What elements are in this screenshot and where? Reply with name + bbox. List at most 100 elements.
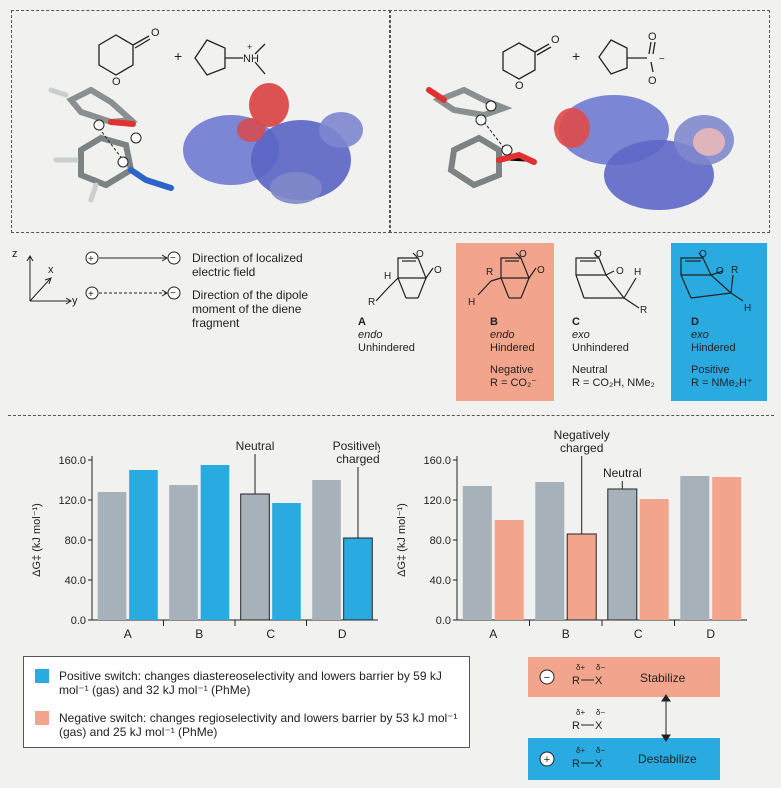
svg-text:O: O bbox=[594, 249, 602, 260]
section-divider bbox=[8, 415, 774, 416]
amine-nh-label: NH bbox=[243, 53, 259, 65]
bar-grey bbox=[312, 480, 341, 620]
delta-minus: δ− bbox=[596, 708, 605, 717]
bar-chart-negative: 0.0 40.0 80.0 120.0 160.0 ΔG‡ (kJ mol⁻¹) A B C D N… bbox=[396, 428, 747, 641]
stabilize-label: Stabilize bbox=[640, 671, 686, 685]
plus-sign: + bbox=[572, 48, 580, 64]
isomer-letter: D bbox=[691, 316, 699, 328]
y-tick-label: 80.0 bbox=[65, 535, 86, 547]
bar-colored bbox=[129, 470, 158, 620]
y-tick-label: 40.0 bbox=[430, 575, 451, 587]
axis-x-label: x bbox=[48, 264, 54, 276]
x-atom: X bbox=[595, 675, 603, 687]
x-tick-label: C bbox=[266, 627, 275, 641]
carboxylate-charge: − bbox=[659, 54, 665, 65]
right-molecular-figure: O O + O O − bbox=[426, 31, 734, 210]
minus-charge: − bbox=[544, 672, 550, 684]
x-tick-label: D bbox=[338, 627, 347, 641]
x-tick-label: B bbox=[195, 627, 203, 641]
destabilize-label: Destabilize bbox=[638, 752, 697, 766]
x-atom: X bbox=[595, 720, 603, 732]
bar-grey bbox=[680, 476, 710, 620]
bar-grey bbox=[97, 492, 127, 620]
isomer-r-group: R = CO₂H, NMe₂ bbox=[572, 377, 655, 389]
y-tick-label: 120.0 bbox=[423, 495, 451, 507]
delta-plus: δ+ bbox=[576, 746, 585, 755]
y-tick-label: 80.0 bbox=[430, 535, 451, 547]
bar-grey bbox=[535, 482, 565, 620]
svg-text:O: O bbox=[616, 266, 624, 277]
annotation-label: Positively bbox=[333, 439, 380, 453]
svg-text:H: H bbox=[384, 271, 391, 282]
cyclopentene-carboxylate-structure bbox=[598, 39, 656, 75]
delta-plus: δ+ bbox=[576, 708, 585, 717]
bar-colored bbox=[494, 520, 524, 620]
delta-minus: δ− bbox=[596, 663, 605, 672]
stabilize-box bbox=[528, 657, 720, 697]
ring-o-label: O bbox=[515, 80, 524, 92]
svg-text:O: O bbox=[434, 265, 442, 276]
left-molecular-figure: O O + NH + bbox=[48, 27, 363, 204]
isomer-charge: Neutral bbox=[572, 364, 608, 376]
isomer-c-structure: O O H R bbox=[575, 249, 647, 316]
svg-text:H: H bbox=[468, 297, 475, 308]
amine-charge-label: + bbox=[247, 42, 252, 52]
dipole-direction-label: Direction of the dipole moment of the di… bbox=[192, 288, 309, 330]
plus-charge: + bbox=[544, 754, 550, 766]
electrostatic-potential-surface bbox=[183, 83, 363, 204]
svg-text:O: O bbox=[537, 265, 545, 276]
bar-grey bbox=[462, 486, 492, 620]
bar-grey bbox=[240, 493, 270, 621]
bar-colored bbox=[639, 499, 669, 620]
y-axis-label: ΔG‡ (kJ mol⁻¹) bbox=[396, 503, 408, 577]
delta-plus: δ+ bbox=[576, 663, 585, 672]
isomer-type: exo bbox=[572, 329, 590, 341]
isomer-card-c: O O H R C exo Unhindered Neutral R = CO₂H,… bbox=[554, 243, 660, 401]
y-tick-label: 160.0 bbox=[423, 455, 451, 467]
svg-text:+: + bbox=[88, 254, 94, 265]
isomer-type: endo bbox=[490, 329, 515, 341]
bar-colored bbox=[343, 537, 373, 621]
svg-text:−: − bbox=[170, 253, 176, 264]
x-tick-label: C bbox=[634, 627, 643, 641]
transition-state-stick-model bbox=[426, 86, 537, 189]
cyclopentene-amine-structure bbox=[194, 39, 266, 76]
isomer-letter: B bbox=[490, 316, 498, 328]
svg-text:R: R bbox=[640, 305, 647, 316]
annotation-label: Negatively bbox=[554, 428, 610, 442]
bar-grey bbox=[607, 488, 638, 621]
y-tick-label: 40.0 bbox=[65, 575, 86, 587]
negative-switch-text: Negative switch: changes regioselectivit… bbox=[59, 711, 458, 739]
isomer-type: exo bbox=[691, 329, 709, 341]
dipole-arrow bbox=[483, 121, 505, 149]
y-tick-label: 0.0 bbox=[71, 615, 86, 627]
x-tick-label: D bbox=[706, 627, 715, 641]
left-structure-panel bbox=[11, 10, 391, 233]
svg-text:O: O bbox=[716, 266, 724, 277]
isomer-steric: Unhindered bbox=[358, 342, 415, 354]
svg-text:R: R bbox=[731, 265, 738, 276]
svg-text:O: O bbox=[699, 249, 707, 260]
isomer-charge: Negative bbox=[490, 364, 534, 376]
destabilize-box bbox=[528, 738, 720, 780]
y-tick-label: 160.0 bbox=[58, 455, 86, 467]
isomer-a-structure: OO H R bbox=[368, 249, 442, 308]
svg-text:−: − bbox=[170, 288, 176, 299]
bar-chart-positive: 0.0 40.0 80.0 120.0 160.0 ΔG‡ (kJ mol⁻¹) A B C D N… bbox=[31, 439, 380, 641]
isomer-b-structure: OO R H bbox=[468, 249, 545, 308]
carbonyl-o-label: O bbox=[151, 27, 160, 39]
carboxylate-o1-label: O bbox=[648, 31, 657, 43]
bar-colored bbox=[566, 533, 597, 621]
bar-grey bbox=[169, 485, 198, 620]
y-axis-label: ΔG‡ (kJ mol⁻¹) bbox=[31, 503, 43, 577]
right-structure-panel bbox=[389, 10, 770, 233]
isomer-charge: Positive bbox=[691, 364, 730, 376]
svg-text:O: O bbox=[416, 249, 424, 260]
field-arrow-legend: + − + − bbox=[85, 251, 181, 300]
bar-colored bbox=[200, 465, 230, 620]
x-atom: X bbox=[595, 758, 603, 770]
bar-colored bbox=[712, 477, 742, 620]
svg-text:+: + bbox=[88, 289, 94, 300]
svg-text:O: O bbox=[519, 249, 527, 260]
